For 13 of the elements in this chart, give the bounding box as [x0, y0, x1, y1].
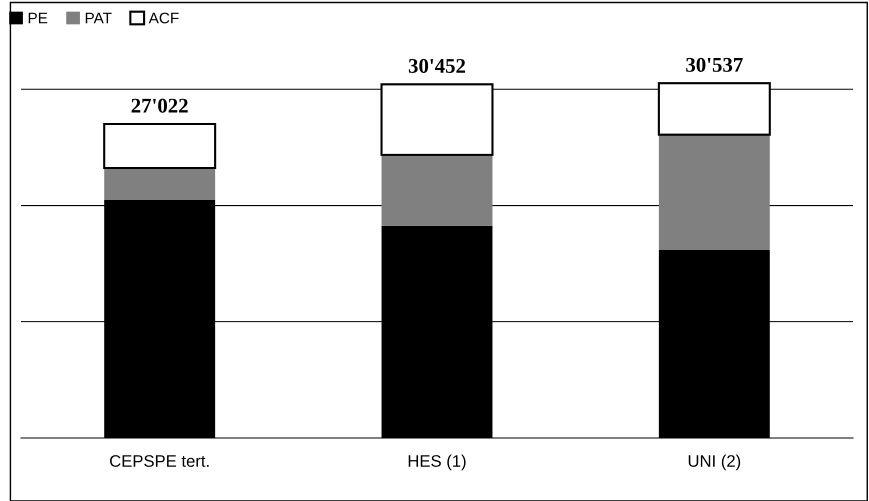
legend-label: PAT [86, 12, 112, 24]
annotation: 27'022 [132, 98, 188, 113]
annotation: 30'452 [408, 58, 466, 73]
bar [103, 122, 216, 170]
legend-label: ACF [148, 12, 179, 24]
legend-label: PE [28, 12, 48, 24]
bar [382, 154, 492, 226]
bar [658, 134, 770, 250]
x-tick-label: UNI (2) [688, 454, 740, 470]
annotation: 30'537 [686, 58, 743, 72]
bar [104, 168, 216, 200]
x-tick-label: CEPSPE tert. [110, 455, 209, 467]
x-tick-label: HES (1) [408, 454, 466, 470]
